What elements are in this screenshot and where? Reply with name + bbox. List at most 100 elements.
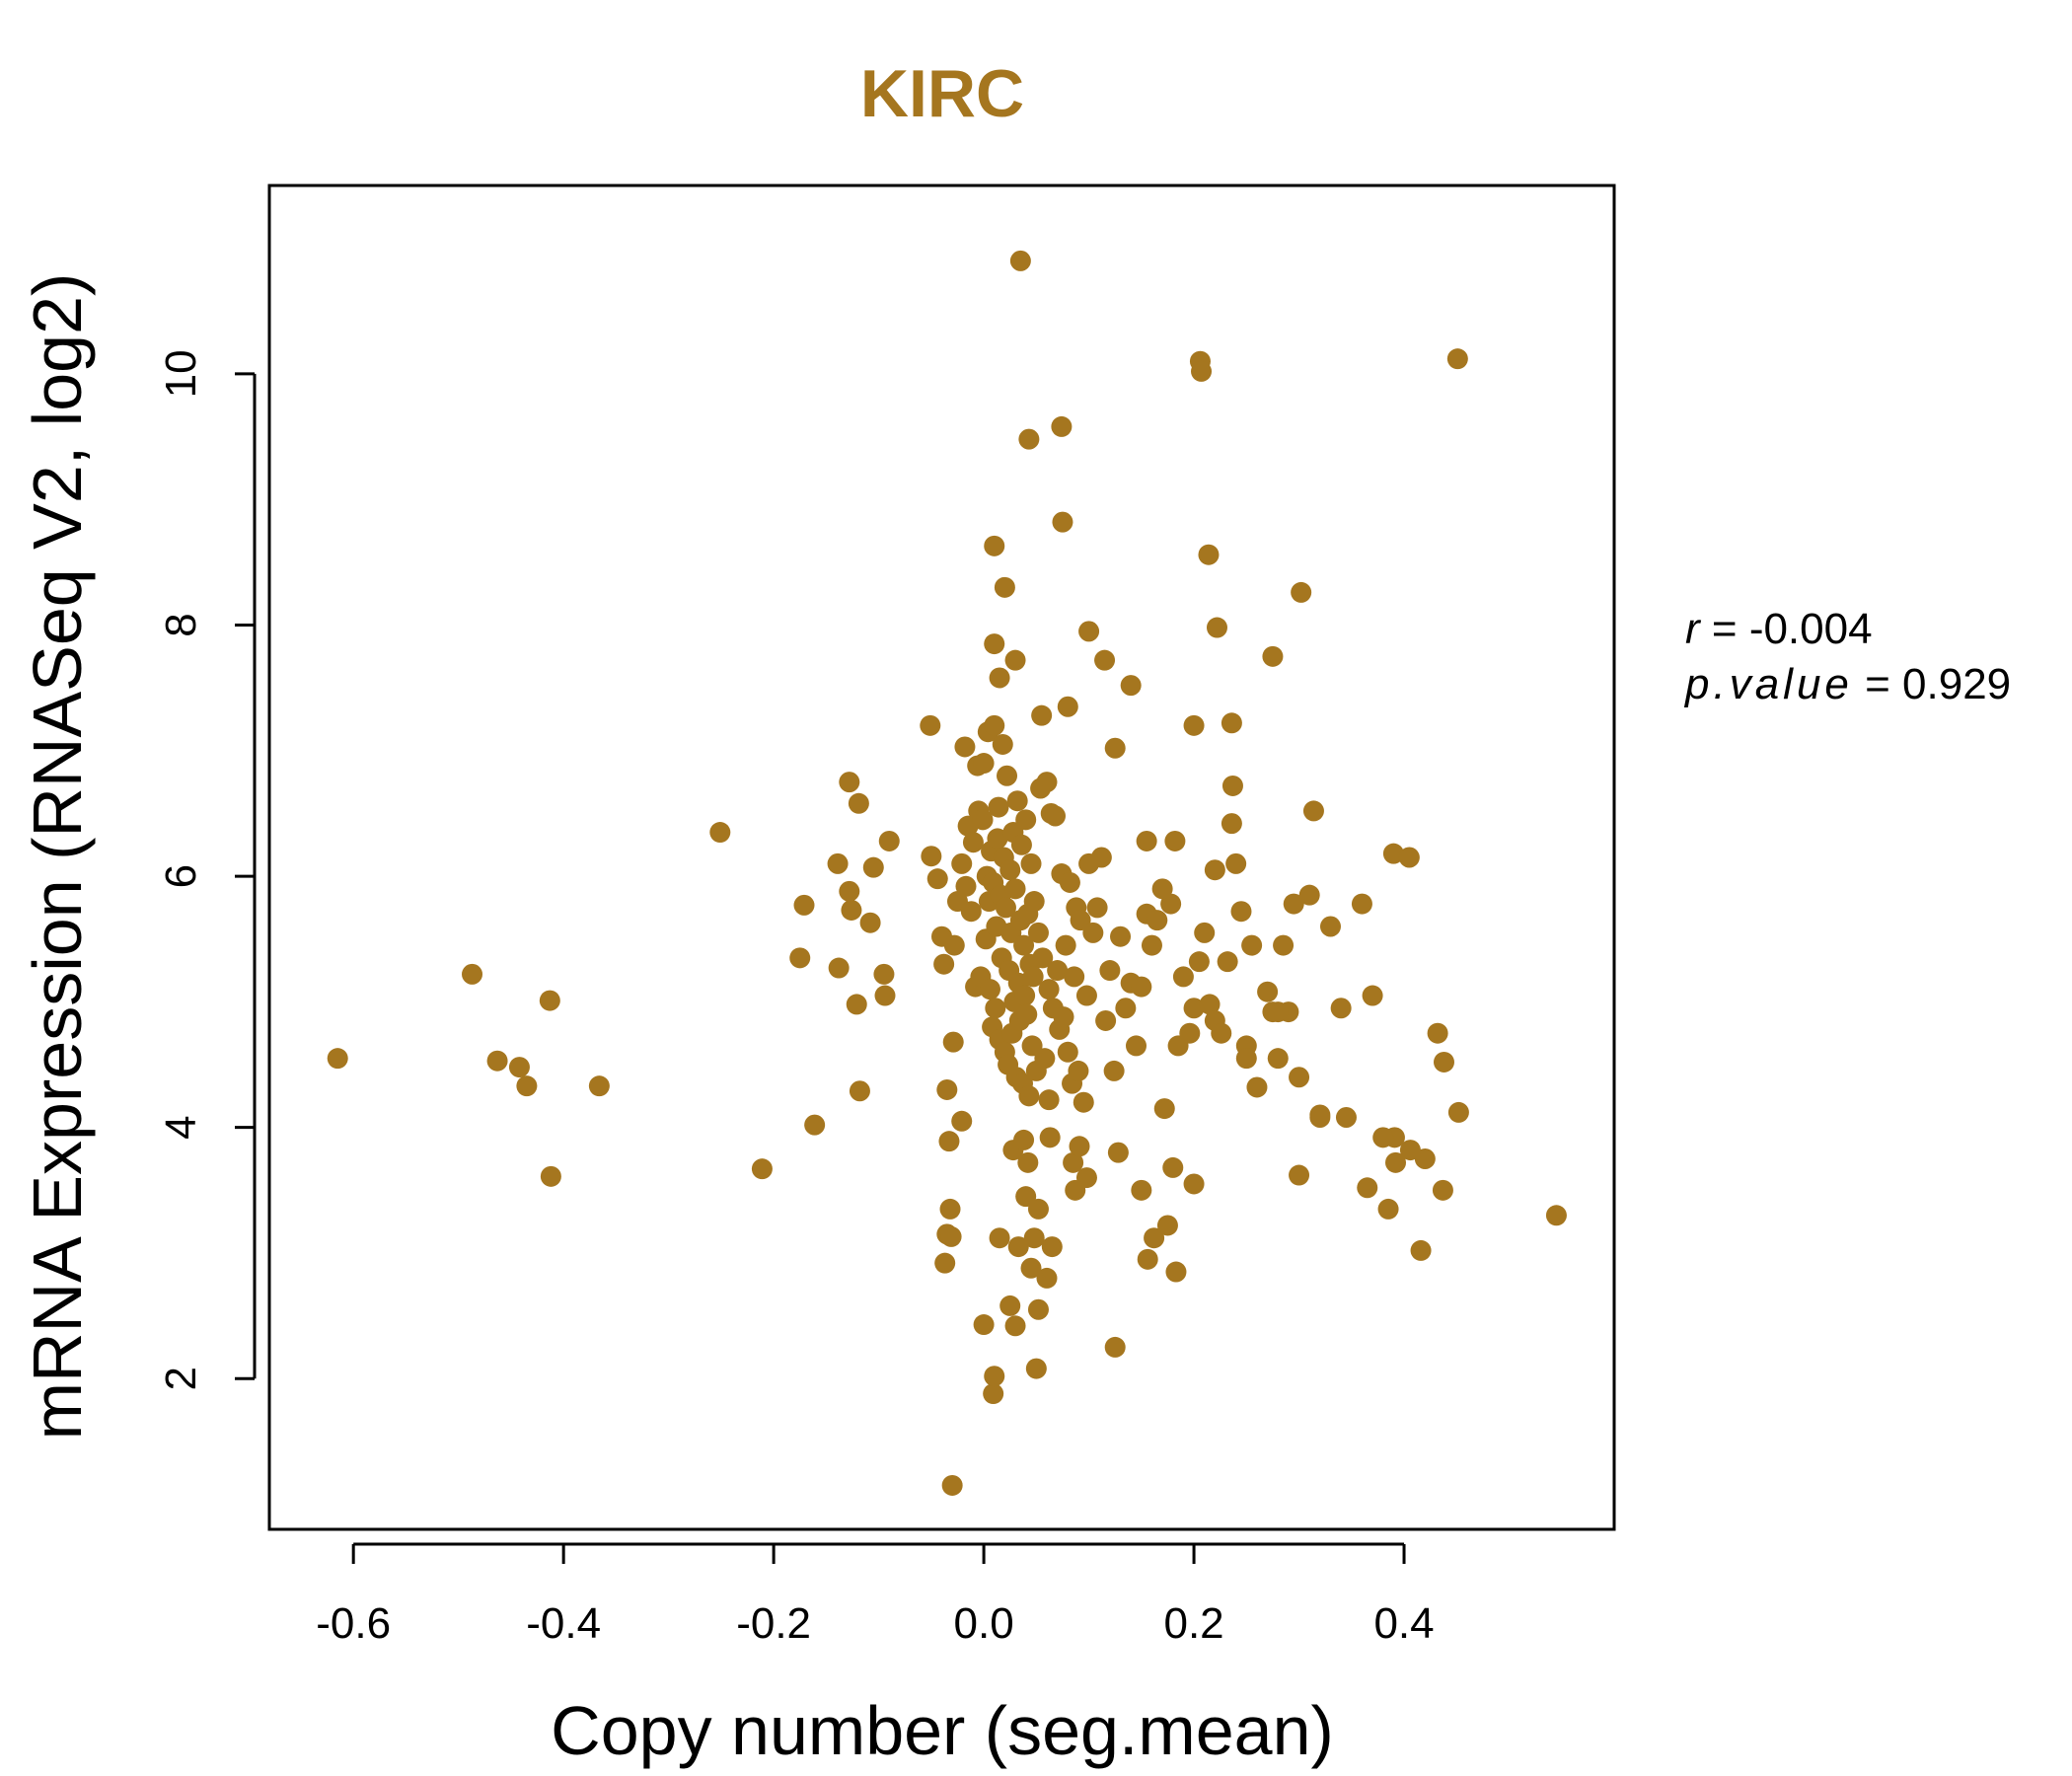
data-point bbox=[1007, 1236, 1029, 1258]
data-point bbox=[751, 1158, 773, 1180]
data-point bbox=[1385, 1151, 1407, 1173]
data-point bbox=[878, 830, 900, 851]
data-point bbox=[1125, 1035, 1147, 1057]
data-point bbox=[539, 990, 560, 1011]
data-point bbox=[1013, 934, 1035, 956]
data-point bbox=[1070, 910, 1091, 931]
data-point bbox=[873, 963, 895, 985]
data-point bbox=[1010, 834, 1032, 855]
data-point bbox=[1362, 985, 1383, 1006]
data-point bbox=[827, 852, 849, 874]
data-point bbox=[839, 772, 860, 793]
data-point bbox=[862, 856, 884, 878]
data-point bbox=[955, 875, 977, 897]
data-point bbox=[793, 894, 815, 916]
data-point bbox=[939, 1198, 961, 1220]
x-tick-label: -0.4 bbox=[526, 1599, 601, 1648]
data-point bbox=[1015, 809, 1037, 831]
data-point bbox=[1027, 1298, 1049, 1320]
data-point bbox=[1172, 966, 1194, 988]
data-point bbox=[1059, 871, 1080, 893]
data-point bbox=[1038, 1089, 1060, 1111]
data-point bbox=[1082, 922, 1104, 943]
data-point bbox=[962, 832, 984, 853]
data-point bbox=[1156, 1215, 1178, 1236]
data-point bbox=[1020, 1257, 1042, 1279]
data-point bbox=[960, 901, 982, 923]
data-point bbox=[1023, 891, 1045, 913]
data-point bbox=[1289, 1164, 1310, 1186]
data-point bbox=[1025, 1358, 1047, 1379]
data-point bbox=[1103, 1060, 1125, 1081]
data-point bbox=[1018, 1085, 1040, 1107]
data-point bbox=[1006, 790, 1028, 812]
data-point bbox=[1136, 830, 1157, 851]
data-point bbox=[938, 1131, 960, 1152]
data-point bbox=[1115, 998, 1137, 1019]
data-point bbox=[1036, 772, 1058, 793]
data-point bbox=[1221, 712, 1242, 734]
data-point bbox=[1041, 1236, 1063, 1258]
data-point bbox=[1235, 1048, 1257, 1070]
data-point bbox=[588, 1075, 610, 1097]
data-point bbox=[1188, 951, 1210, 973]
data-point bbox=[1179, 1022, 1201, 1044]
data-point bbox=[1038, 979, 1060, 1000]
data-point bbox=[1107, 1142, 1129, 1163]
data-point bbox=[985, 998, 1006, 1019]
data-point bbox=[1023, 1227, 1045, 1249]
data-point bbox=[997, 765, 1018, 786]
data-point bbox=[933, 953, 955, 975]
data-point bbox=[984, 633, 1005, 655]
data-point bbox=[994, 576, 1015, 598]
chart-title: KIRC bbox=[860, 56, 1024, 131]
data-point bbox=[846, 994, 867, 1015]
data-point bbox=[1382, 843, 1404, 864]
data-point bbox=[1141, 934, 1162, 956]
data-point bbox=[1027, 1198, 1049, 1220]
stat-p-label: p.value bbox=[1683, 660, 1853, 708]
data-point bbox=[1151, 878, 1173, 900]
data-point bbox=[1004, 878, 1026, 900]
data-point bbox=[1027, 922, 1049, 943]
data-point bbox=[540, 1165, 561, 1187]
data-point bbox=[1090, 847, 1112, 868]
data-point bbox=[828, 957, 850, 979]
data-point bbox=[1410, 1239, 1432, 1261]
x-tick-label: 0.4 bbox=[1373, 1599, 1434, 1648]
data-point bbox=[1257, 981, 1279, 1002]
data-point bbox=[1020, 852, 1042, 874]
data-point bbox=[995, 897, 1016, 919]
data-point bbox=[951, 1110, 973, 1132]
data-point bbox=[1120, 675, 1142, 697]
data-point bbox=[1017, 1151, 1039, 1173]
data-point bbox=[920, 714, 941, 736]
data-point bbox=[1009, 250, 1031, 271]
data-point bbox=[1131, 976, 1152, 998]
data-point bbox=[992, 733, 1013, 755]
data-point bbox=[1183, 1173, 1205, 1195]
stat-r-line: r = -0.004 bbox=[1685, 605, 1873, 653]
data-point bbox=[999, 859, 1021, 881]
data-point bbox=[1068, 1060, 1089, 1081]
data-point bbox=[1094, 649, 1116, 671]
data-point bbox=[1330, 998, 1352, 1019]
data-point bbox=[1073, 1091, 1094, 1113]
y-tick-label: 4 bbox=[157, 1115, 205, 1139]
data-point bbox=[1013, 1129, 1035, 1150]
data-point bbox=[1225, 852, 1247, 874]
data-point bbox=[1016, 1003, 1038, 1025]
data-point bbox=[989, 1227, 1010, 1249]
data-point bbox=[941, 1474, 963, 1496]
data-point bbox=[1018, 428, 1040, 450]
data-point bbox=[1262, 645, 1284, 667]
y-tick-label: 8 bbox=[157, 613, 205, 636]
data-point bbox=[1183, 998, 1205, 1019]
data-point bbox=[987, 828, 1008, 850]
data-point bbox=[1110, 925, 1132, 947]
data-point bbox=[1099, 960, 1121, 982]
data-point bbox=[1034, 1048, 1056, 1070]
data-point bbox=[1057, 696, 1078, 717]
data-point bbox=[327, 1048, 348, 1070]
